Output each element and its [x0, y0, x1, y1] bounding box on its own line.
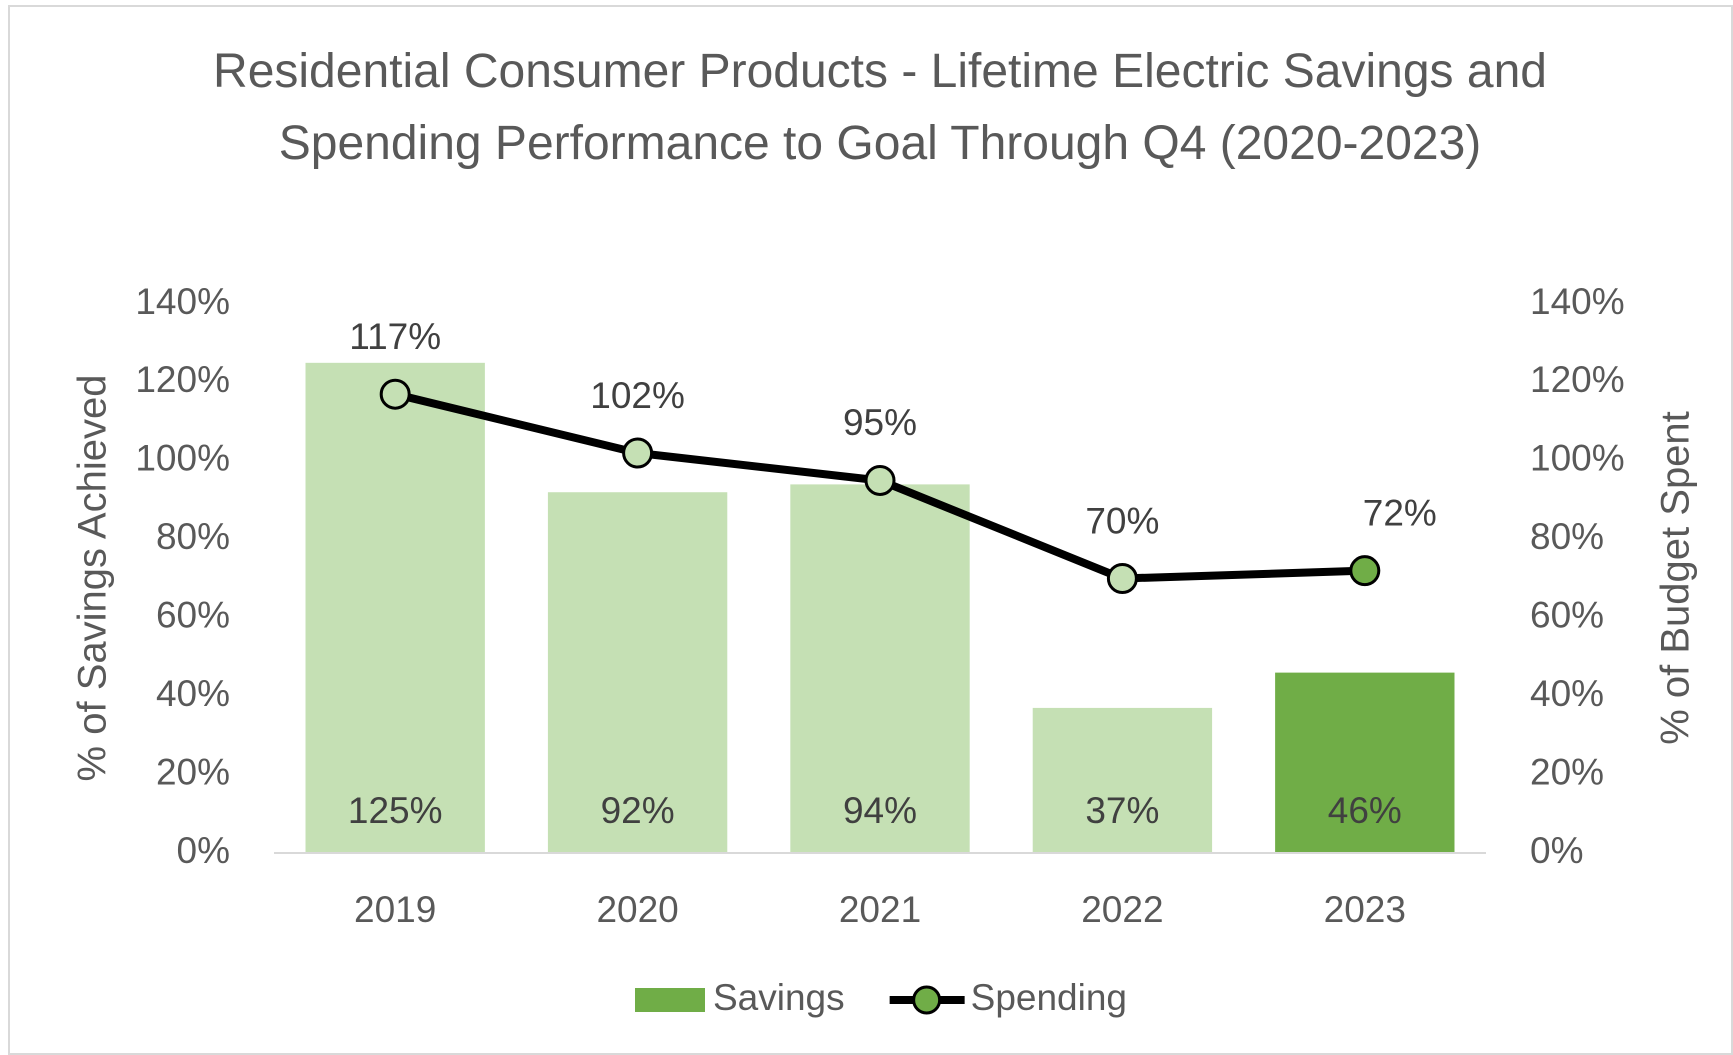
- data-label: 72%: [1363, 492, 1437, 533]
- y-tick-label: 20%: [156, 751, 230, 792]
- x-tick-label: 2022: [1081, 889, 1163, 930]
- x-tick-label: 2019: [354, 889, 436, 930]
- y2-tick-label: 40%: [1530, 673, 1604, 714]
- y2-tick-label: 120%: [1530, 359, 1625, 400]
- data-label: 117%: [349, 316, 441, 357]
- data-label: 95%: [843, 402, 917, 443]
- data-label: 125%: [348, 790, 443, 831]
- y2-tick-label: 80%: [1530, 516, 1604, 557]
- data-label: 92%: [601, 790, 675, 831]
- y-tick-label: 80%: [156, 516, 230, 557]
- y-tick-label: 100%: [135, 438, 230, 479]
- line-marker: [1106, 563, 1138, 594]
- bar: [790, 484, 970, 853]
- data-label: 102%: [590, 375, 685, 416]
- y-tick-label: 0%: [177, 830, 230, 871]
- y2-tick-label: 0%: [1530, 830, 1583, 871]
- line-marker: [864, 464, 896, 496]
- line-marker: [1349, 555, 1381, 587]
- data-label: 70%: [1085, 500, 1159, 541]
- y-tick-label: 60%: [156, 594, 230, 635]
- bar: [305, 362, 485, 853]
- y2-tick-label: 100%: [1530, 438, 1625, 479]
- legend-label: Spending: [971, 977, 1127, 1018]
- line-marker: [622, 437, 654, 469]
- legend-swatch: [635, 988, 705, 1012]
- y-axis-title: % of Savings Achieved: [71, 375, 115, 782]
- x-tick-label: 2020: [596, 889, 678, 930]
- y2-tick-label: 60%: [1530, 594, 1604, 635]
- y-tick-label: 120%: [135, 359, 230, 400]
- data-label: 94%: [843, 790, 917, 831]
- chart-title: Residential Consumer Products - Lifetime…: [213, 45, 1547, 170]
- bar: [1032, 707, 1213, 853]
- legend-marker: [912, 985, 942, 1015]
- y-tick-label: 140%: [135, 281, 230, 322]
- data-label: 37%: [1085, 790, 1159, 831]
- line-marker: [379, 378, 411, 410]
- x-tick-label: 2021: [839, 889, 921, 930]
- data-label: 46%: [1328, 790, 1402, 831]
- bar: [547, 492, 728, 853]
- y2-tick-label: 20%: [1530, 751, 1604, 792]
- bar: [1275, 672, 1455, 853]
- y-tick-label: 40%: [156, 673, 230, 714]
- chart-border: [8, 5, 1733, 1055]
- legend-label: Savings: [713, 977, 845, 1018]
- y2-axis-title: % of Budget Spent: [1654, 411, 1698, 745]
- y2-tick-label: 140%: [1530, 281, 1625, 322]
- x-tick-label: 2023: [1324, 889, 1406, 930]
